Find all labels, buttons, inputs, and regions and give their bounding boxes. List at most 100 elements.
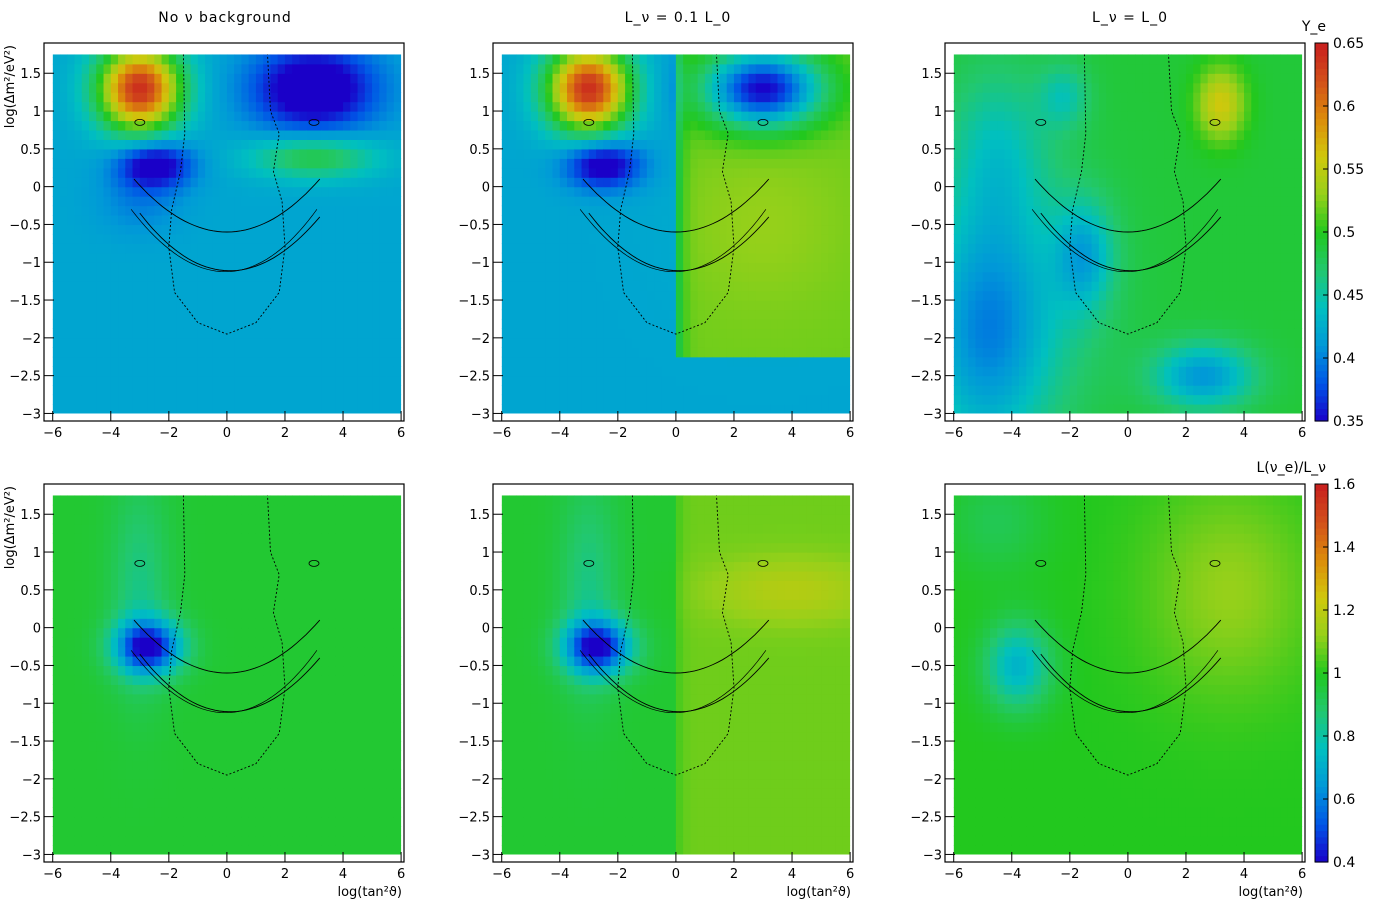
heatmap-cell	[299, 328, 308, 339]
heatmap-cell	[1004, 318, 1013, 329]
heatmap-cell	[270, 347, 279, 358]
heatmap-cell	[501, 224, 510, 235]
heatmap-cell	[668, 394, 677, 405]
heatmap-cell	[596, 366, 604, 377]
heatmap-cell	[176, 318, 184, 329]
heatmap-cell	[125, 309, 134, 320]
dashed-contour	[617, 54, 735, 335]
heatmap-cell	[968, 186, 977, 197]
heatmap-cell	[821, 337, 829, 348]
heatmap-cell	[953, 205, 962, 216]
heatmap-cell	[67, 139, 76, 150]
heatmap-cell	[299, 243, 308, 254]
heatmap-cell	[176, 111, 184, 122]
heatmap-cell	[277, 337, 286, 348]
heatmap-cell	[1004, 375, 1013, 386]
heatmap-cell	[386, 309, 395, 320]
heatmap-cell	[1149, 224, 1158, 235]
heatmap-cell	[96, 309, 105, 320]
heatmap-cell	[997, 290, 1006, 301]
heatmap-cell	[683, 139, 692, 150]
heatmap-cell	[328, 318, 337, 329]
heatmap-cell	[132, 300, 141, 311]
y-tick-label: −0.5	[9, 218, 41, 233]
heatmap-cell	[726, 271, 735, 282]
heatmap-cell	[792, 177, 800, 188]
heatmap-cell	[821, 158, 829, 169]
heatmap-cell	[1040, 224, 1049, 235]
heatmap-cell	[321, 54, 330, 65]
heatmap-cell	[132, 63, 141, 74]
heatmap-cell	[661, 214, 670, 226]
heatmap-cell	[1178, 63, 1187, 74]
heatmap-cell	[770, 309, 779, 320]
heatmap-cell	[168, 309, 177, 320]
heatmap-cell	[596, 403, 604, 414]
heatmap-cell	[639, 82, 648, 93]
heatmap-cell	[1033, 403, 1042, 414]
heatmap-cell	[154, 92, 163, 103]
heatmap-cell	[1004, 328, 1013, 339]
heatmap-cell	[733, 309, 742, 320]
heatmap-cell	[842, 271, 851, 282]
heatmap-cell	[219, 271, 228, 282]
heatmap-cell	[314, 196, 322, 207]
heatmap-cell	[1040, 394, 1049, 405]
heatmap-cell	[1011, 167, 1020, 178]
heatmap-cell	[632, 54, 641, 65]
heatmap-cell	[726, 385, 735, 396]
heatmap-cell	[96, 92, 105, 103]
heatmap-cell	[284, 54, 293, 65]
heatmap-cell	[1164, 366, 1173, 377]
heatmap-cell	[755, 233, 764, 244]
heatmap-cell	[292, 129, 301, 140]
heatmap-cell	[712, 120, 721, 131]
heatmap-cell	[277, 148, 286, 159]
heatmap-cell	[277, 385, 286, 396]
heatmap-cell	[161, 148, 170, 159]
heatmap-cell	[523, 262, 532, 273]
heatmap-cell	[968, 158, 977, 169]
heatmap-cell	[219, 300, 228, 311]
heatmap-cell	[1004, 63, 1013, 74]
heatmap-cell	[596, 356, 604, 367]
heatmap-cell	[530, 186, 539, 197]
heatmap-cell	[792, 252, 800, 263]
heatmap-cell	[81, 394, 90, 405]
heatmap-cell	[147, 403, 155, 414]
heatmap-cell	[1178, 356, 1187, 367]
heatmap-cell	[1142, 129, 1151, 140]
heatmap-cell	[990, 385, 998, 396]
heatmap-cell	[1185, 54, 1194, 65]
heatmap-cell	[997, 337, 1006, 348]
heatmap-cell	[828, 205, 837, 216]
heatmap-cell	[1026, 177, 1035, 188]
heatmap-cell	[1055, 177, 1064, 188]
heatmap-cell	[990, 129, 998, 140]
heatmap-cell	[968, 403, 977, 414]
heatmap-cell	[125, 120, 134, 131]
heatmap-cell	[733, 82, 742, 93]
heatmap-cell	[161, 214, 170, 226]
heatmap-cell	[1185, 318, 1194, 329]
heatmap-cell	[335, 63, 344, 74]
heatmap-cell	[343, 92, 351, 103]
heatmap-cell	[350, 328, 359, 339]
heatmap-cell	[683, 347, 692, 358]
heatmap-cell	[733, 148, 742, 159]
heatmap-cell	[234, 375, 243, 386]
heatmap-cell	[777, 205, 786, 216]
heatmap-cell	[596, 177, 604, 188]
heatmap-cell	[306, 148, 315, 159]
heatmap-cell	[501, 63, 510, 74]
heatmap-cell	[1004, 167, 1013, 178]
heatmap-cell	[1142, 385, 1151, 396]
heatmap-cell	[270, 196, 279, 207]
heatmap-cell	[821, 82, 829, 93]
heatmap-cell	[197, 148, 206, 159]
heatmap-cell	[1004, 243, 1013, 254]
heatmap-cell	[67, 290, 76, 301]
heatmap-cell	[741, 158, 750, 169]
heatmap-cell	[343, 385, 351, 396]
heatmap-cell	[226, 214, 235, 226]
